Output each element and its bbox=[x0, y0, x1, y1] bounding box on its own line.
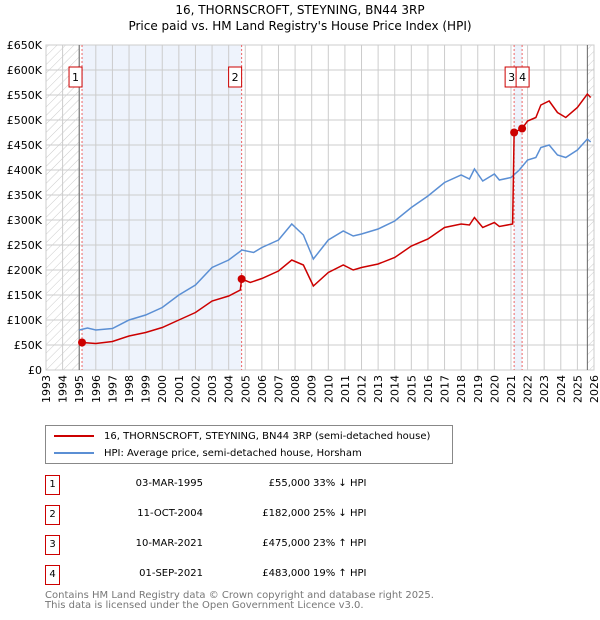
x-tick-label: 2013 bbox=[372, 375, 385, 403]
legend-label: HPI: Average price, semi-detached house,… bbox=[104, 447, 362, 459]
x-tick-label: 2017 bbox=[439, 375, 452, 403]
y-tick-label: £100K bbox=[7, 314, 43, 327]
legend-item-property: 16, THORNSCROFT, STEYNING, BN44 3RP (sem… bbox=[54, 428, 430, 444]
x-tick-label: 2021 bbox=[505, 375, 518, 403]
sale-label-box bbox=[68, 66, 83, 88]
y-tick-label: £200K bbox=[7, 264, 43, 277]
sale-date: 03-MAR-1995 bbox=[135, 478, 203, 489]
y-tick-label: £0 bbox=[28, 364, 42, 377]
x-tick-label: 2008 bbox=[289, 375, 302, 403]
sale-label-box bbox=[228, 66, 243, 88]
sale-hpi-diff: 25% ↓ HPI bbox=[313, 508, 367, 519]
sale-hpi-diff: 23% ↑ HPI bbox=[313, 538, 367, 549]
y-tick-label: £300K bbox=[7, 214, 43, 227]
x-tick-label: 2002 bbox=[189, 375, 202, 403]
sale-date: 11-OCT-2004 bbox=[137, 508, 203, 519]
sale-label: 3 bbox=[508, 71, 515, 84]
y-tick-label: £550K bbox=[7, 89, 43, 102]
x-tick-label: 2006 bbox=[256, 375, 269, 403]
x-tick-label: 2016 bbox=[422, 375, 435, 403]
footer-line-1: Contains HM Land Registry data © Crown c… bbox=[45, 590, 434, 601]
x-tick-label: 2001 bbox=[173, 375, 186, 403]
y-tick-label: £450K bbox=[7, 139, 43, 152]
sale-date: 01-SEP-2021 bbox=[139, 568, 203, 579]
y-tick-label: £650K bbox=[7, 39, 43, 52]
sale-marker-badge: 4 bbox=[45, 565, 60, 585]
sale-hpi-diff: 19% ↑ HPI bbox=[313, 568, 367, 579]
y-tick-label: £600K bbox=[7, 64, 43, 77]
sale-price: £483,000 bbox=[262, 568, 310, 579]
sale-row: 1 03-MAR-1995 £55,000 33% ↓ HPI bbox=[45, 475, 445, 495]
x-tick-label: 2004 bbox=[223, 375, 236, 403]
footer-line-2: This data is licensed under the Open Gov… bbox=[45, 600, 364, 611]
price-paid-line bbox=[81, 92, 592, 345]
x-tick-label: 2012 bbox=[356, 375, 369, 403]
legend-label: 16, THORNSCROFT, STEYNING, BN44 3RP (sem… bbox=[104, 430, 431, 442]
x-tick-label: 2009 bbox=[306, 375, 319, 403]
sale-label: 2 bbox=[232, 71, 239, 84]
x-tick-label: 2020 bbox=[488, 375, 501, 403]
x-tick-label: 1997 bbox=[106, 375, 119, 403]
sale-point bbox=[510, 128, 519, 137]
legend-item-hpi: HPI: Average price, semi-detached house,… bbox=[54, 445, 362, 461]
x-tick-label: 2010 bbox=[322, 375, 335, 403]
sale-row: 3 10-MAR-2021 £475,000 23% ↑ HPI bbox=[45, 535, 445, 555]
sale-point bbox=[237, 275, 246, 283]
x-tick-label: 2026 bbox=[588, 375, 600, 403]
x-tick-label: 2000 bbox=[156, 375, 169, 403]
sale-price: £182,000 bbox=[262, 508, 310, 519]
x-tick-label: 1996 bbox=[90, 375, 103, 403]
sale-hpi-diff: 33% ↓ HPI bbox=[313, 478, 367, 489]
sale-marker-badge: 3 bbox=[45, 535, 60, 555]
x-tick-label: 2003 bbox=[206, 375, 219, 403]
x-tick-label: 1998 bbox=[123, 375, 136, 403]
sale-date: 10-MAR-2021 bbox=[135, 538, 203, 549]
plot-border bbox=[45, 44, 595, 371]
y-tick-label: £400K bbox=[7, 164, 43, 177]
sale-price: £55,000 bbox=[268, 478, 310, 489]
y-tick-label: £350K bbox=[7, 189, 43, 202]
y-tick-label: £500K bbox=[7, 114, 43, 127]
legend-swatch bbox=[54, 452, 94, 454]
x-tick-label: 1993 bbox=[40, 375, 53, 403]
sale-price: £475,000 bbox=[262, 538, 310, 549]
x-tick-label: 1994 bbox=[57, 375, 70, 403]
sale-point bbox=[518, 124, 527, 133]
shaded-span bbox=[514, 45, 523, 370]
sale-marker-badge: 2 bbox=[45, 505, 60, 525]
x-tick-label: 2007 bbox=[272, 375, 285, 403]
x-tick-label: 2014 bbox=[389, 375, 402, 403]
x-tick-label: 2024 bbox=[555, 375, 568, 403]
x-tick-label: 2005 bbox=[239, 375, 252, 403]
sale-row: 2 11-OCT-2004 £182,000 25% ↓ HPI bbox=[45, 505, 445, 525]
sale-label: 1 bbox=[72, 71, 79, 84]
sale-row: 4 01-SEP-2021 £483,000 19% ↑ HPI bbox=[45, 565, 445, 585]
hatched-no-data-region bbox=[587, 45, 594, 370]
x-tick-label: 1995 bbox=[73, 375, 86, 403]
y-tick-label: £150K bbox=[7, 289, 43, 302]
x-tick-label: 2025 bbox=[571, 375, 584, 403]
hpi-line bbox=[79, 137, 592, 331]
x-tick-label: 2023 bbox=[538, 375, 551, 403]
legend-swatch bbox=[54, 435, 94, 437]
legend: 16, THORNSCROFT, STEYNING, BN44 3RP (sem… bbox=[45, 425, 453, 464]
sale-label: 4 bbox=[519, 71, 526, 84]
x-tick-label: 1999 bbox=[140, 375, 153, 403]
x-tick-label: 2018 bbox=[455, 375, 468, 403]
sale-label-box bbox=[515, 66, 530, 88]
x-tick-label: 2022 bbox=[522, 375, 535, 403]
y-tick-label: £250K bbox=[7, 239, 43, 252]
sale-point bbox=[78, 338, 87, 347]
chart-title: 16, THORNSCROFT, STEYNING, BN44 3RP bbox=[175, 3, 425, 17]
sale-marker-badge: 1 bbox=[45, 475, 60, 495]
chart-subtitle: Price paid vs. HM Land Registry's House … bbox=[128, 19, 472, 33]
x-tick-label: 2011 bbox=[339, 375, 352, 403]
plot-area: £0 £50K £100K £150K £200K £250K £300K £350K £400… bbox=[7, 39, 600, 403]
x-tick-label: 2019 bbox=[472, 375, 485, 403]
y-tick-label: £50K bbox=[14, 339, 43, 352]
x-tick-label: 2015 bbox=[405, 375, 418, 403]
